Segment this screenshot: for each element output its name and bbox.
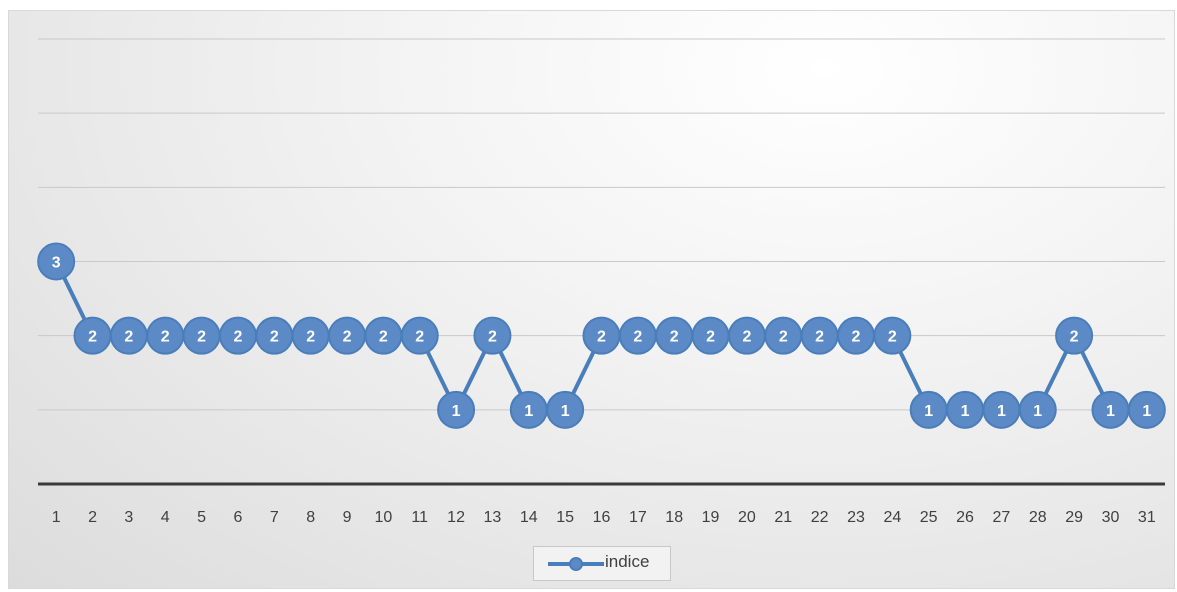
x-tick-label: 10 <box>374 509 392 526</box>
x-tick-label: 19 <box>702 509 720 526</box>
x-tick-label: 2 <box>88 509 97 526</box>
x-tick-label: 1 <box>52 509 61 526</box>
data-point <box>437 390 476 429</box>
data-point <box>1127 390 1166 429</box>
data-label: 2 <box>415 329 424 346</box>
data-label: 2 <box>888 329 897 346</box>
data-label: 2 <box>161 329 170 346</box>
data-label: 2 <box>1070 329 1079 346</box>
x-tick-label: 17 <box>629 509 647 526</box>
data-label: 2 <box>124 329 133 346</box>
x-tick-label: 14 <box>520 509 538 526</box>
data-label: 2 <box>270 329 279 346</box>
x-tick-label: 11 <box>411 509 428 526</box>
data-label: 1 <box>997 403 1006 420</box>
x-tick-label: 3 <box>124 509 133 526</box>
data-label: 2 <box>633 329 642 346</box>
x-tick-label: 4 <box>161 509 170 526</box>
data-label: 2 <box>706 329 715 346</box>
data-label: 1 <box>1033 403 1042 420</box>
data-label: 1 <box>1106 403 1115 420</box>
x-tick-label: 20 <box>738 509 756 526</box>
data-label: 2 <box>742 329 751 346</box>
x-tick-labels: 1 2 3 4 5 6 7 8 9 10 11 12 13 14 15 16 17 18 19 20 21 22 23 24 2… <box>52 509 1156 526</box>
data-label: 2 <box>779 329 788 346</box>
data-label: 2 <box>197 329 206 346</box>
x-tick-label: 26 <box>956 509 974 526</box>
data-point <box>873 316 912 355</box>
data-markers: 3 2 2 2 2 2 2 2 2 2 2 1 2 1 1 2 2 2 2 2 2 2 2 2 1 1 1 1 2 1 1 <box>37 242 1166 429</box>
x-tick-label: 22 <box>811 509 829 526</box>
data-point <box>473 316 512 355</box>
x-tick-label: 28 <box>1029 509 1047 526</box>
x-tick-label: 16 <box>593 509 611 526</box>
x-tick-label: 29 <box>1065 509 1083 526</box>
data-label: 1 <box>452 403 461 420</box>
x-tick-label: 15 <box>556 509 574 526</box>
data-label: 3 <box>52 255 61 272</box>
data-point <box>37 242 76 281</box>
data-label: 2 <box>88 329 97 346</box>
data-label: 1 <box>924 403 933 420</box>
x-tick-label: 21 <box>774 509 792 526</box>
data-point <box>1018 390 1057 429</box>
data-label: 2 <box>597 329 606 346</box>
data-label: 2 <box>306 329 315 346</box>
x-tick-label: 23 <box>847 509 865 526</box>
data-label: 1 <box>961 403 970 420</box>
x-tick-label: 8 <box>306 509 315 526</box>
legend <box>533 546 671 581</box>
x-tick-label: 27 <box>993 509 1011 526</box>
data-label: 2 <box>379 329 388 346</box>
x-tick-label: 7 <box>270 509 279 526</box>
chart-area <box>8 10 1175 589</box>
x-tick-label: 24 <box>883 509 901 526</box>
x-tick-label: 18 <box>665 509 683 526</box>
legend-label-indice: indice <box>605 552 650 571</box>
x-tick-label: 13 <box>484 509 502 526</box>
data-point <box>546 390 585 429</box>
x-tick-label: 6 <box>233 509 242 526</box>
data-label: 1 <box>524 403 533 420</box>
x-tick-label: 5 <box>197 509 206 526</box>
data-label: 2 <box>343 329 352 346</box>
data-label: 2 <box>670 329 679 346</box>
data-label: 2 <box>488 329 497 346</box>
data-label: 1 <box>561 403 570 420</box>
x-tick-label: 25 <box>920 509 938 526</box>
data-label: 2 <box>852 329 861 346</box>
x-tick-label: 9 <box>343 509 352 526</box>
data-label: 2 <box>815 329 824 346</box>
x-tick-label: 30 <box>1102 509 1120 526</box>
x-tick-label: 12 <box>447 509 465 526</box>
data-label: 1 <box>1142 403 1151 420</box>
data-label: 2 <box>233 329 242 346</box>
data-point <box>400 316 439 355</box>
x-tick-label: 31 <box>1138 509 1156 526</box>
legend-line-marker-icon <box>548 557 604 571</box>
data-point <box>1055 316 1094 355</box>
